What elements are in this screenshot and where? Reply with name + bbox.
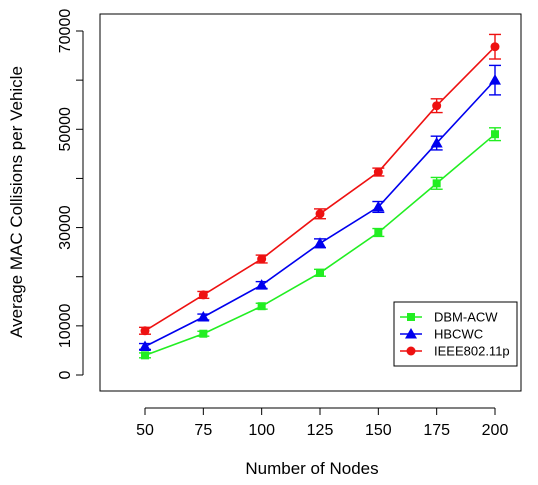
data-point (197, 311, 210, 322)
x-tick-label: 200 (482, 422, 509, 439)
data-point (141, 351, 149, 360)
x-tick-label: 50 (136, 422, 154, 439)
legend-marker (407, 313, 415, 321)
plot-frame (99, 13, 522, 392)
data-point (257, 302, 266, 311)
x-tick-label: 125 (307, 422, 334, 439)
y-axis-title: Average MAC Collisions per Vehicle (7, 66, 26, 338)
data-point (255, 279, 268, 290)
data-point (374, 228, 383, 237)
data-point (432, 179, 441, 188)
data-point (139, 340, 151, 351)
y-tick-label: 70000 (57, 9, 74, 54)
data-point (140, 326, 150, 336)
legend-item: IEEE802.11p (400, 344, 510, 359)
x-ticks: 50 75 100 125 150 175 200 (136, 408, 508, 439)
y-ticks: 0 10000 30000 50000 70000 (57, 9, 83, 379)
data-point (257, 254, 267, 264)
data-point (491, 130, 499, 139)
legend-item: DBM-ACW (400, 310, 498, 325)
y-tick-label: 0 (57, 370, 74, 379)
legend-marker (406, 346, 416, 356)
x-tick-label: 75 (194, 422, 212, 439)
data-point (490, 42, 500, 52)
legend-label: IEEE802.11p (434, 344, 510, 359)
data-point (314, 237, 326, 248)
series-ieee802-11p (139, 33, 501, 336)
legend-label: HBCWC (434, 327, 483, 342)
legend-marker (405, 328, 417, 339)
data-point (372, 200, 385, 212)
series-layer (139, 33, 501, 360)
data-point (432, 101, 442, 111)
data-point (430, 137, 443, 148)
data-point (489, 74, 501, 85)
y-tick-label: 30000 (57, 205, 74, 250)
data-point (315, 209, 325, 219)
data-point (316, 268, 324, 277)
data-point (373, 167, 383, 177)
y-tick-label: 50000 (57, 107, 74, 152)
legend-item: HBCWC (400, 327, 483, 342)
legend: DBM-ACW HBCWC IEEE802.11p (393, 301, 518, 367)
series-hbcwc (139, 64, 501, 351)
x-tick-label: 100 (248, 422, 275, 439)
data-point (198, 290, 208, 300)
series-dbm-acw (139, 127, 501, 360)
x-tick-label: 150 (365, 422, 392, 439)
x-axis-title: Number of Nodes (245, 459, 378, 478)
x-tick-label: 175 (423, 422, 450, 439)
legend-label: DBM-ACW (434, 310, 498, 325)
data-point (199, 329, 208, 338)
y-tick-label: 10000 (57, 304, 74, 349)
